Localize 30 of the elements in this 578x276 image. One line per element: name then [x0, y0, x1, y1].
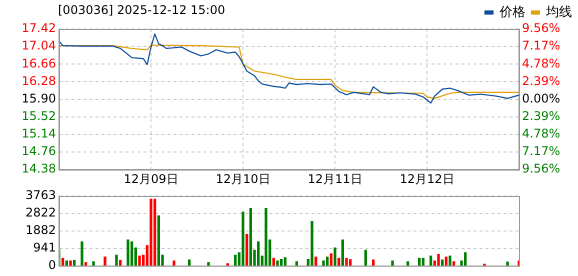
- y-tick-label: 2822: [25, 206, 56, 220]
- y2-tick-label: 9.56%: [522, 162, 560, 176]
- x-tick-label: 12月09日: [124, 172, 178, 186]
- y-tick-label: 15.90: [22, 91, 56, 106]
- y-tick-label: 15.52: [22, 109, 56, 123]
- x-tick-label: 12月10日: [216, 172, 270, 186]
- legend-label: 价格: [498, 4, 526, 20]
- y-tick-label: 17.42: [22, 21, 56, 36]
- x-tick-label: 12月11日: [308, 172, 362, 186]
- y-tick-label: 14.38: [22, 162, 56, 176]
- y-tick-label: 17.04: [22, 38, 56, 53]
- y2-tick-label: 0.00%: [522, 91, 560, 106]
- x-tick-label: 12月12日: [400, 172, 454, 186]
- y-tick-label: 0: [48, 258, 56, 272]
- y-tick-label: 16.28: [22, 74, 56, 88]
- legend-label: 均线: [545, 4, 572, 20]
- y2-tick-label: 2.39%: [522, 109, 560, 123]
- chart-title: [003036] 2025-12-12 15:00: [58, 3, 226, 17]
- y-tick-label: 16.66: [22, 56, 56, 70]
- y-tick-label: 1882: [25, 223, 56, 238]
- y2-tick-label: 9.56%: [522, 21, 560, 36]
- y-tick-label: 3763: [25, 188, 56, 202]
- y-tick-label: 15.14: [22, 126, 56, 141]
- y2-tick-label: 7.17%: [522, 144, 560, 158]
- y2-tick-label: 2.39%: [522, 74, 560, 88]
- y-tick-label: 941: [33, 240, 56, 254]
- y-tick-label: 14.76: [22, 144, 56, 158]
- y2-tick-label: 4.78%: [522, 56, 560, 70]
- y2-tick-label: 7.17%: [522, 38, 560, 53]
- y2-tick-label: 4.78%: [522, 126, 560, 141]
